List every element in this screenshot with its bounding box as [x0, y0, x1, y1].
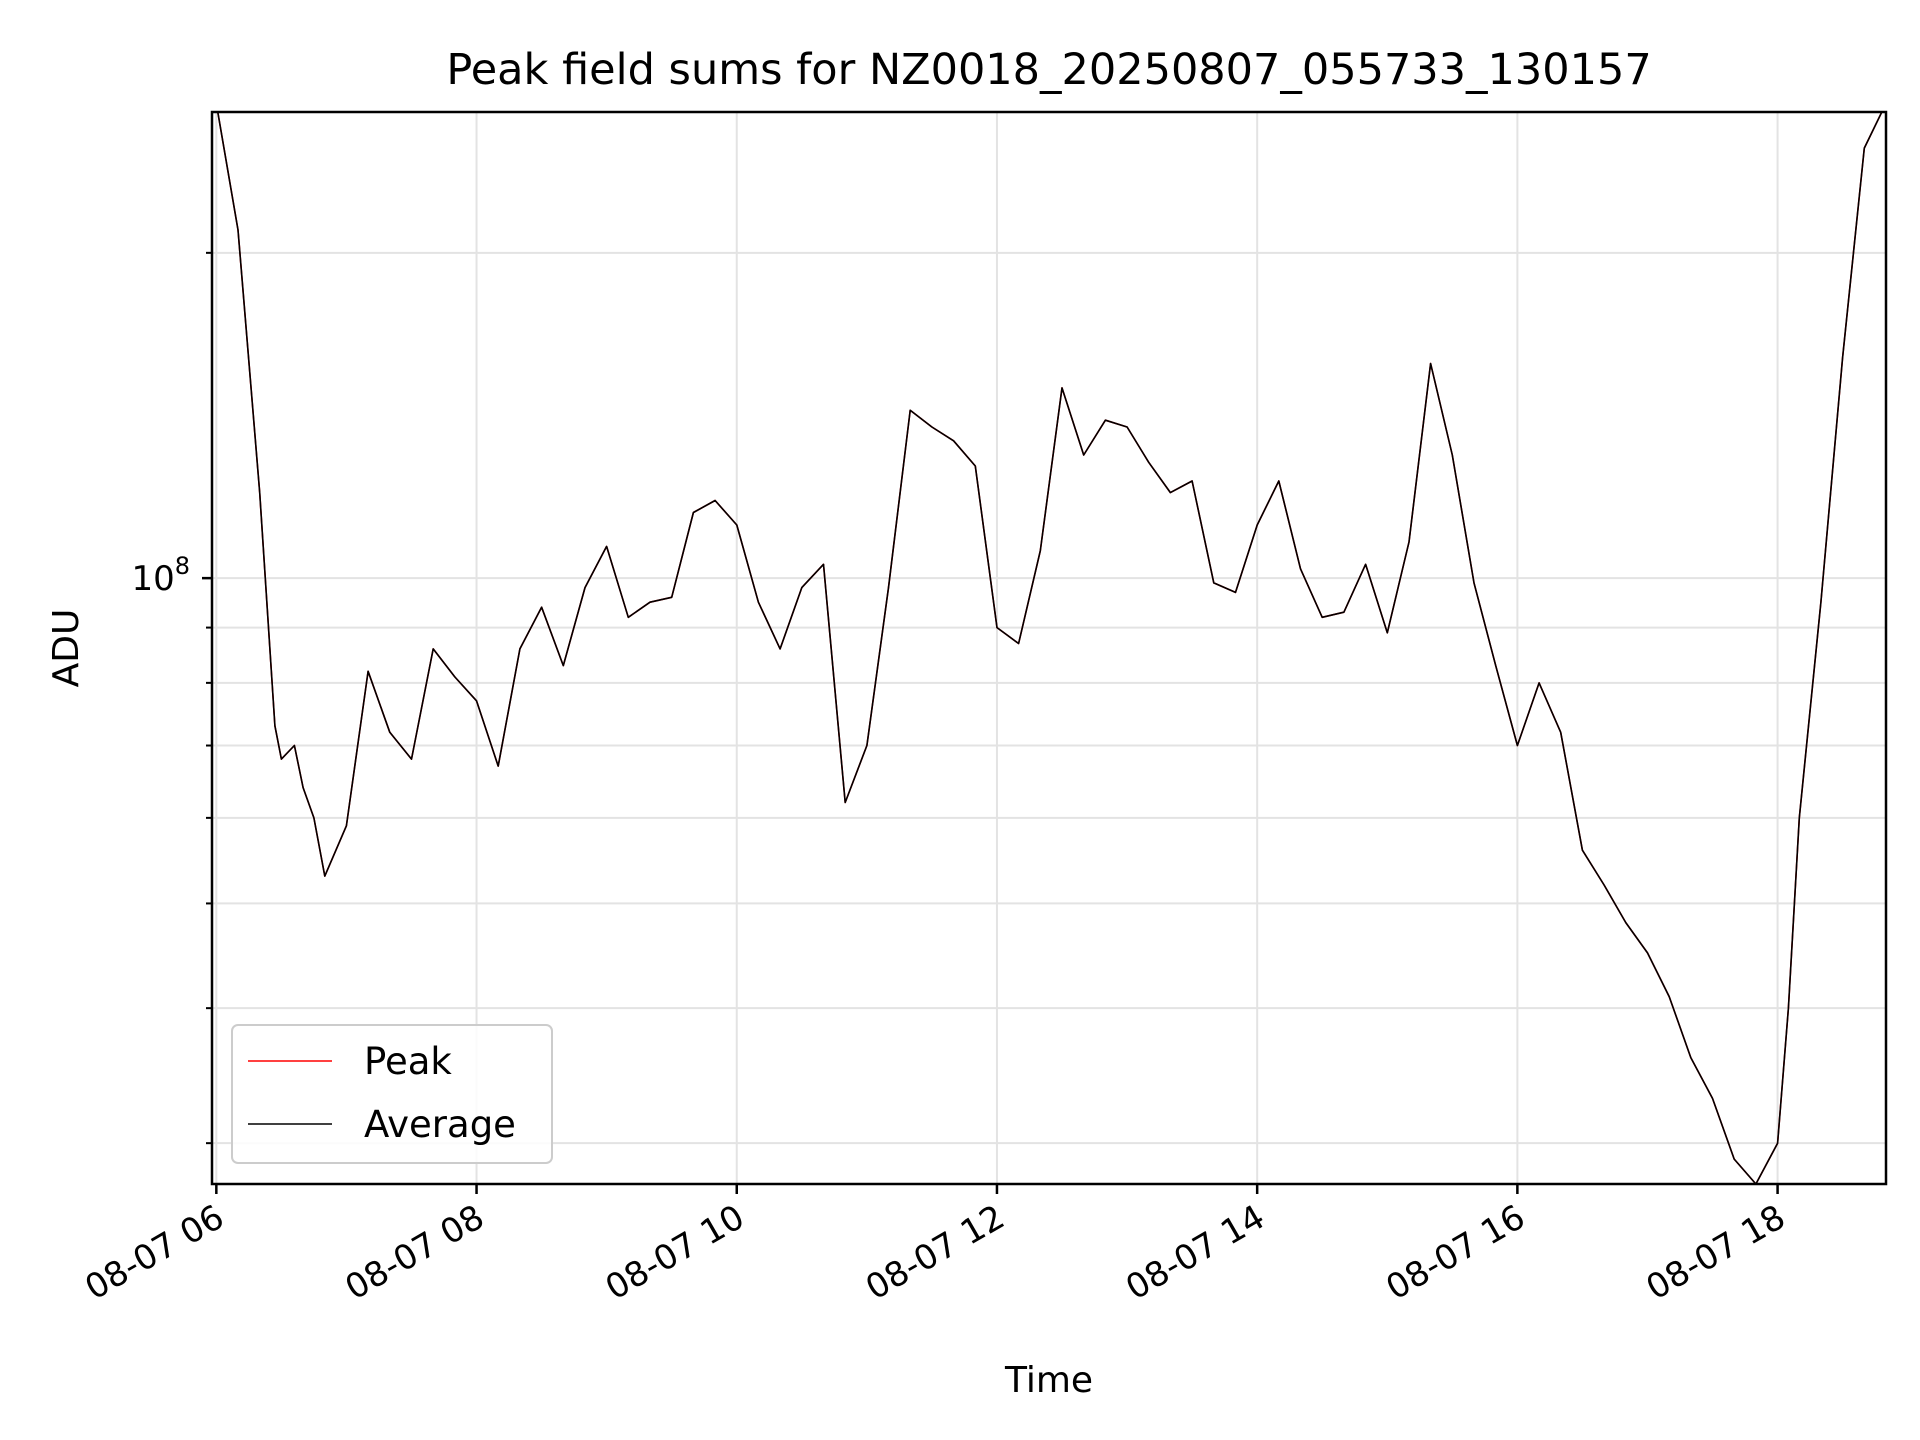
y-axis: 108	[131, 251, 212, 1145]
plot-frame	[210, 110, 1888, 1186]
x-axis-label: Time	[1004, 1360, 1093, 1401]
legend-peak-label: Peak	[364, 1040, 452, 1083]
y-tick-label: 108	[131, 552, 190, 599]
series-line-average	[216, 112, 1883, 1184]
y-axis-label: ADU	[46, 609, 87, 688]
series-layer	[216, 112, 1883, 1184]
legend-box	[231, 1024, 553, 1164]
legend: Peak Average	[231, 1024, 553, 1164]
legend-average-label: Average	[364, 1103, 516, 1146]
chart-title: Peak field sums for NZ0018_20250807_0557…	[446, 45, 1651, 95]
